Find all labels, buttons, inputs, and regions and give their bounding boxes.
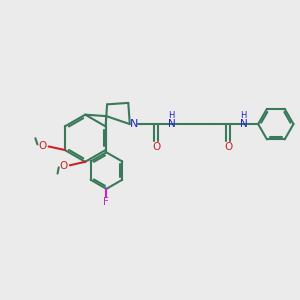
Text: O: O (152, 142, 160, 152)
Text: F: F (103, 197, 109, 207)
Text: N: N (168, 119, 176, 129)
Text: O: O (38, 141, 46, 151)
Text: H: H (168, 111, 175, 120)
Text: N: N (239, 119, 247, 129)
Text: O: O (224, 142, 232, 152)
Text: O: O (59, 161, 68, 171)
Text: H: H (240, 111, 247, 120)
Text: N: N (130, 119, 138, 129)
